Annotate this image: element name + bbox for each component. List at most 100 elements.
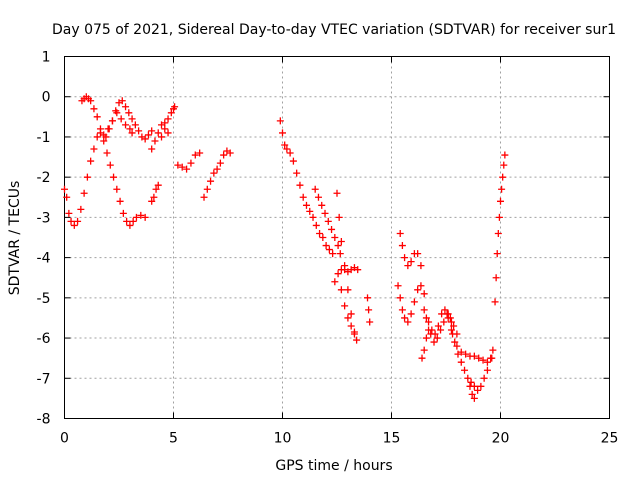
data-point [161,119,169,127]
data-point [90,105,98,113]
series-arc-9 [311,185,344,258]
series-arc-7 [200,147,234,201]
series-arc-8 [276,117,337,258]
data-point [434,322,442,330]
data-point [80,189,88,197]
data-point [161,125,169,133]
data-point [213,165,221,173]
data-point [174,161,182,169]
data-point [283,145,291,153]
y-tick-label: -4 [37,251,51,267]
data-point [102,133,110,141]
x-tick-label: 0 [60,431,69,447]
data-point [420,306,428,314]
data-point [178,163,186,171]
data-point [183,165,191,173]
data-point [341,302,349,310]
data-point [483,358,491,366]
data-point [475,354,483,362]
data-point [187,159,195,167]
data-point [422,334,430,342]
data-point [335,213,343,221]
data-point [141,213,149,221]
data-point [461,366,469,374]
series-arc-1 [61,109,136,229]
series-arc-10 [331,264,362,286]
data-point [468,390,476,398]
data-point [334,270,342,278]
data-point [286,149,294,157]
data-point [321,209,329,217]
data-point [131,121,139,129]
x-tick-labels: 0 5 10 15 20 25 [60,431,618,447]
data-point [418,354,426,362]
data-point [489,346,497,354]
series-arc-6 [174,149,204,173]
x-tick-label: 15 [383,431,401,447]
data-point [203,185,211,193]
data-point [319,234,327,241]
data-point [500,161,508,169]
y-axis-label: SDTVAR / TECUs [7,181,23,296]
data-point [364,294,372,302]
data-point [453,342,461,350]
data-point [414,286,422,294]
data-point [276,117,284,125]
data-point [430,338,438,346]
data-point [462,350,470,358]
data-point [470,352,478,360]
data-point [118,97,126,105]
data-point [497,197,504,205]
data-point [480,374,488,382]
data-point [141,135,149,143]
data-point [401,254,409,262]
data-point [457,348,465,356]
data-point [65,209,73,217]
y-tick-label: -3 [37,210,51,226]
data-points [61,93,509,402]
data-point [122,121,130,129]
data-point [336,250,344,258]
data-point [447,326,455,334]
data-point [333,189,341,197]
data-point [350,328,358,336]
data-point [108,117,116,125]
x-axis-label: GPS time / hours [275,458,392,474]
series-arc-2 [78,93,149,229]
data-point [87,97,95,105]
data-point [396,229,404,237]
data-point [438,310,446,318]
data-point [316,229,324,237]
series-arc-4 [148,103,179,205]
data-point [470,394,478,402]
data-point [353,336,361,344]
data-point [404,262,412,270]
series-arc-19 [449,330,496,366]
data-point [417,262,425,270]
data-point [148,127,156,135]
data-point [324,217,332,225]
data-point [344,286,352,294]
data-point [61,185,68,193]
data-point [337,286,345,294]
data-point [488,354,496,362]
data-point [479,356,487,364]
data-point [328,225,336,233]
data-point [210,169,218,177]
y-tick-label: 1 [42,50,51,66]
data-point [135,127,143,135]
data-point [474,386,482,394]
data-point [325,246,333,254]
x-tick-label: 25 [601,431,619,447]
data-point [451,338,459,346]
data-point [501,151,509,159]
data-point [117,115,125,123]
data-point [299,193,307,201]
data-point [191,151,199,159]
data-point [148,145,156,153]
data-point [306,207,314,215]
y-tick-label: -5 [37,291,51,307]
series-arc-3 [102,97,156,143]
data-point [457,358,465,366]
